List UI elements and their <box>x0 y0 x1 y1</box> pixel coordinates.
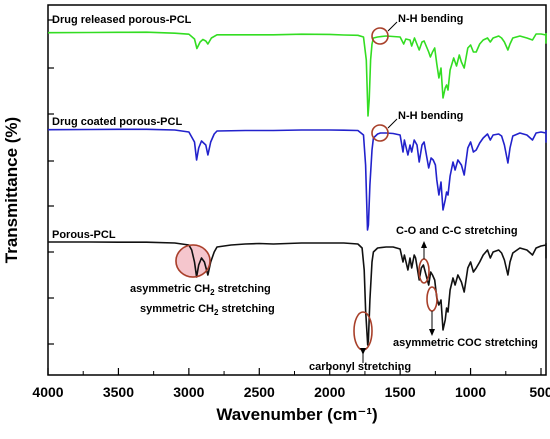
nh-marker-1 <box>371 27 389 45</box>
x-axis-title: Wavenumber (cm⁻¹) <box>216 405 377 424</box>
co-cc-arrowhead <box>421 241 427 248</box>
coc-marker <box>426 286 438 312</box>
annot-co-cc: C-O and C-C stretching <box>396 225 518 237</box>
ch2-highlight <box>175 244 211 278</box>
x-tick-label-4000: 4000 <box>32 384 63 400</box>
x-ticks: 4000 3500 3000 2500 2000 1500 1000 500 <box>32 368 550 400</box>
y-axis-title: Transmittance (%) <box>2 117 21 263</box>
coc-arrowhead <box>429 329 435 336</box>
nh-leader-1 <box>387 21 398 32</box>
ch2-marker <box>175 244 211 278</box>
annotation-leaders <box>362 21 433 363</box>
series-line-1 <box>47 128 547 231</box>
annot-asym-ch2: asymmetric CH2 stretching <box>130 283 271 297</box>
series-line-0 <box>47 31 547 117</box>
annot-coc: asymmetric COC stretching <box>393 337 538 349</box>
x-tick-label-2000: 2000 <box>314 384 345 400</box>
annot-sym-ch2-tail: stretching <box>218 303 274 315</box>
annot-sym-ch2-sub: 2 <box>214 308 219 317</box>
annot-nh-2: N-H bending <box>398 110 463 122</box>
series-label-porous: Porous-PCL <box>52 229 116 241</box>
nh-leader-2 <box>387 118 398 129</box>
nh-marker-2 <box>371 124 389 142</box>
annot-sym-ch2: symmetric CH2 stretching <box>140 303 275 317</box>
series-label-released: Drug released porous-PCL <box>52 14 192 26</box>
series-line-2 <box>48 241 547 346</box>
annot-asym-ch2-main: asymmetric CH <box>130 283 210 295</box>
x-tick-label-3500: 3500 <box>103 384 134 400</box>
annot-sym-ch2-main: symmetric CH <box>140 303 214 315</box>
annot-asym-ch2-tail: stretching <box>215 283 271 295</box>
x-tick-label-2500: 2500 <box>244 384 275 400</box>
y-ticks <box>48 19 54 345</box>
x-tick-label-1000: 1000 <box>455 384 486 400</box>
annot-carbonyl: carbonyl stretching <box>309 361 411 373</box>
series-layer <box>47 31 547 346</box>
annotation-arrowheads <box>360 241 435 355</box>
x-tick-label-1500: 1500 <box>385 384 416 400</box>
annot-asym-ch2-sub: 2 <box>210 288 215 297</box>
x-tick-label-3000: 3000 <box>173 384 204 400</box>
plot-frame <box>47 4 547 376</box>
x-tick-label-500: 500 <box>529 384 550 400</box>
annotation-markers <box>175 27 438 351</box>
carbonyl-arrowhead <box>360 348 366 355</box>
annot-nh-1: N-H bending <box>398 13 463 25</box>
series-label-coated: Drug coated porous-PCL <box>52 116 182 128</box>
